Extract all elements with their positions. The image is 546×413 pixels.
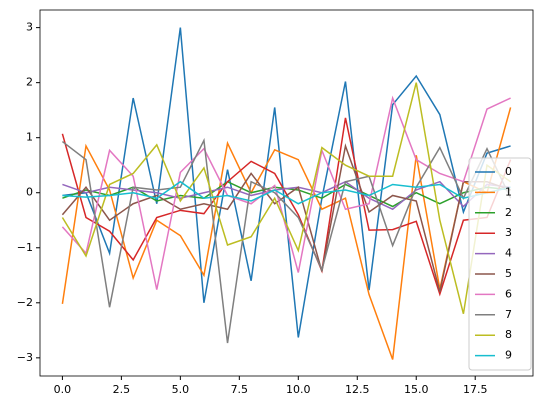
- legend-label: 8: [505, 328, 512, 341]
- y-tick-label: 3: [26, 21, 33, 34]
- legend-label: 4: [505, 247, 512, 260]
- legend-label: 6: [505, 287, 512, 300]
- x-tick-label: 12.5: [345, 383, 370, 396]
- series-line: [61, 117, 512, 297]
- series-line: [61, 137, 512, 344]
- legend-label: 5: [505, 267, 512, 280]
- series-line: [62, 27, 511, 338]
- y-tick-label: 0: [26, 186, 33, 199]
- x-tick-label: 17.5: [463, 383, 488, 396]
- series-line: [62, 180, 511, 211]
- y-tick-label: 2: [26, 76, 33, 89]
- x-tick-label: 7.5: [231, 383, 249, 396]
- y-tick-label: −3: [17, 351, 33, 364]
- legend-label: 3: [505, 226, 512, 239]
- y-tick-label: 1: [26, 131, 33, 144]
- y-tick-label: −1: [17, 241, 33, 254]
- y-tick-label: −2: [17, 296, 33, 309]
- legend-label: 9: [505, 349, 512, 362]
- x-tick-label: 2.5: [113, 383, 131, 396]
- legend-label: 0: [505, 165, 512, 178]
- legend-box: [468, 157, 532, 371]
- legend-label: 2: [505, 206, 512, 219]
- series-line: [62, 180, 511, 205]
- series-line: [61, 107, 512, 360]
- series-line: [61, 82, 512, 314]
- x-tick-label: 15.0: [404, 383, 429, 396]
- x-tick-label: 10.0: [286, 383, 311, 396]
- series-line: [61, 95, 511, 290]
- legend-label: 1: [505, 185, 512, 198]
- x-tick-label: 0.0: [54, 383, 72, 396]
- x-tick-label: 5.0: [172, 383, 190, 396]
- series-line: [61, 143, 511, 292]
- legend-label: 7: [505, 308, 512, 321]
- plot-frame: [39, 9, 534, 377]
